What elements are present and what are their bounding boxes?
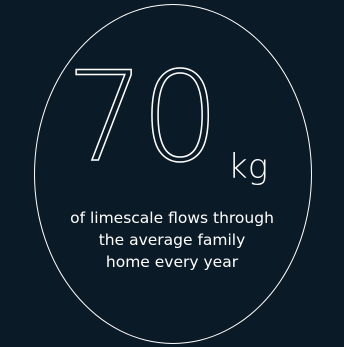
- caption-line-3: home every year: [105, 253, 239, 271]
- stat-caption: of limescale flows through the average f…: [20, 207, 324, 273]
- circle-outline: [34, 4, 312, 344]
- stat-unit: kg: [228, 147, 269, 187]
- caption-line-2: the average family: [98, 231, 246, 249]
- caption-line-1: of limescale flows through: [70, 209, 274, 227]
- stat-value: 70: [65, 46, 220, 190]
